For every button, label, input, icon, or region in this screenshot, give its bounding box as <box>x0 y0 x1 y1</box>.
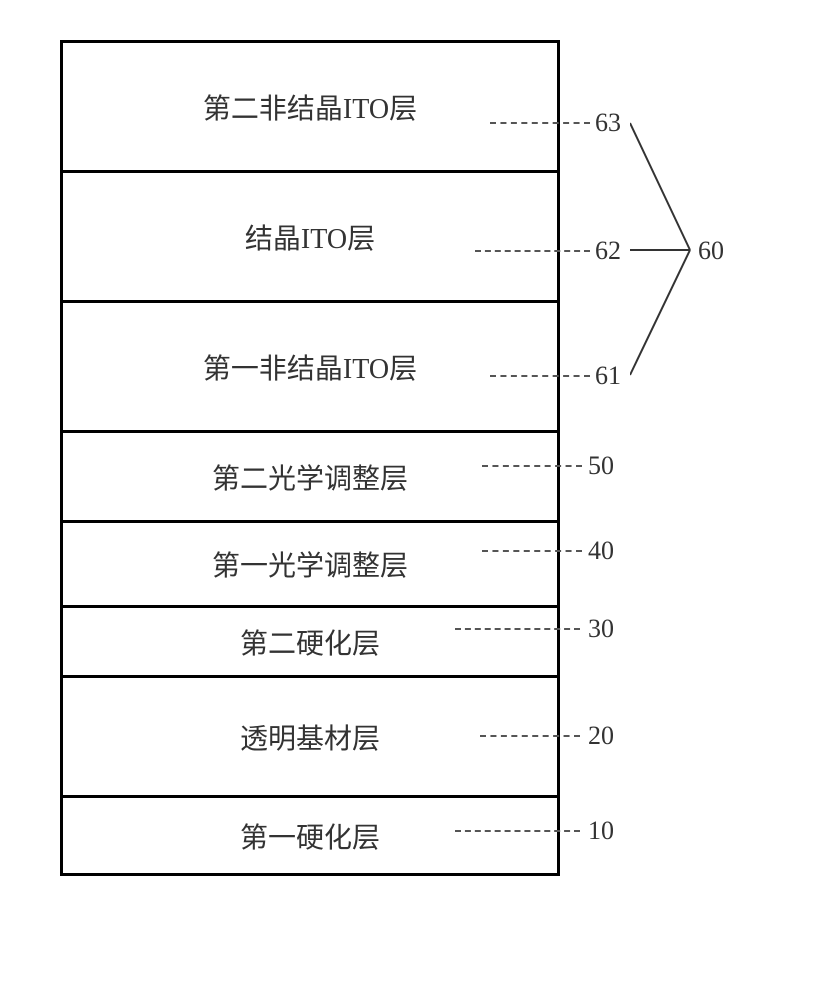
label-63: 63 <box>595 108 621 138</box>
layer-text: 第二非结晶ITO层 <box>203 87 417 127</box>
layer-30: 第二硬化层 <box>63 608 557 678</box>
leader-50 <box>482 465 582 467</box>
layer-text: 第一硬化层 <box>240 816 380 856</box>
leader-20 <box>480 735 580 737</box>
leader-62 <box>475 250 590 252</box>
leader-30 <box>455 628 580 630</box>
layer-61: 第一非结晶ITO层 <box>63 303 557 433</box>
layer-text: 透明基材层 <box>240 717 380 757</box>
layer-50: 第二光学调整层 <box>63 433 557 523</box>
label-62: 62 <box>595 236 621 266</box>
label-60: 60 <box>698 236 724 266</box>
layer-text: 第一光学调整层 <box>212 544 408 584</box>
label-61: 61 <box>595 361 621 391</box>
label-30: 30 <box>588 614 614 644</box>
layer-text: 第一非结晶ITO层 <box>203 347 417 387</box>
diagram-container: 第二非结晶ITO层 结晶ITO层 第一非结晶ITO层 第二光学调整层 第一光学调… <box>60 40 760 876</box>
leader-10 <box>455 830 580 832</box>
label-50: 50 <box>588 451 614 481</box>
label-20: 20 <box>588 721 614 751</box>
layer-stack: 第二非结晶ITO层 结晶ITO层 第一非结晶ITO层 第二光学调整层 第一光学调… <box>60 40 560 876</box>
layer-40: 第一光学调整层 <box>63 523 557 608</box>
layer-62: 结晶ITO层 <box>63 173 557 303</box>
layer-10: 第一硬化层 <box>63 798 557 873</box>
leader-40 <box>482 550 582 552</box>
label-40: 40 <box>588 536 614 566</box>
layer-63: 第二非结晶ITO层 <box>63 43 557 173</box>
layer-text: 第二光学调整层 <box>212 457 408 497</box>
leader-63 <box>490 122 590 124</box>
layer-text: 第二硬化层 <box>240 622 380 662</box>
layer-20: 透明基材层 <box>63 678 557 798</box>
layer-text: 结晶ITO层 <box>245 217 375 257</box>
label-10: 10 <box>588 816 614 846</box>
leader-61 <box>490 375 590 377</box>
